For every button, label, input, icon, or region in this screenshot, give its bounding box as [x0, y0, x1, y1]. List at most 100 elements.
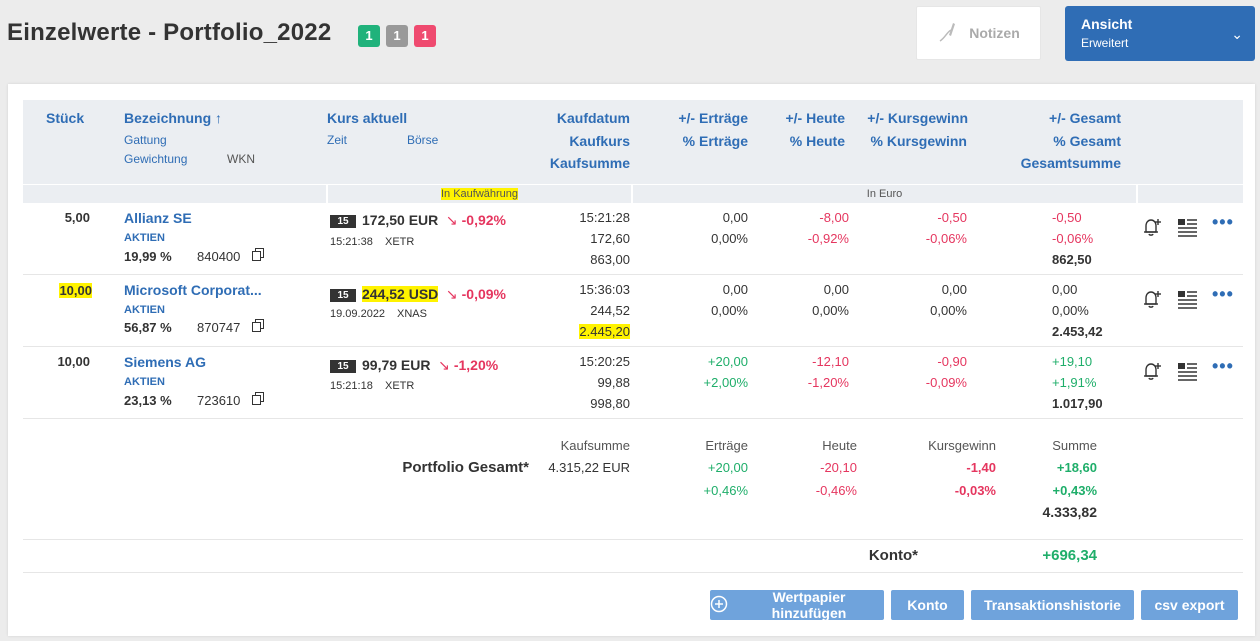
pen-icon	[937, 20, 961, 47]
col-wkn: WKN	[227, 152, 255, 166]
more-options-icon[interactable]: •••	[1212, 212, 1234, 232]
news-icon[interactable]	[1177, 218, 1198, 242]
summary-pct-kursgewinn: -0,03%	[954, 483, 996, 498]
arrow-down-right-icon: ↘	[445, 286, 458, 302]
row-pct-gesamt: -0,06%	[1052, 231, 1094, 246]
col-kaufdatum[interactable]: Kaufdatum	[556, 110, 630, 126]
chevron-down-icon: ⌄	[1231, 26, 1243, 42]
transaction-history-button[interactable]: Transaktionshistorie	[971, 590, 1134, 620]
news-icon[interactable]	[1177, 362, 1198, 386]
row-stueck: 10,00	[59, 283, 92, 298]
row-boerse: XETR	[385, 380, 415, 392]
plus-circle-icon	[710, 595, 728, 616]
row-gewichtung: 19,99 %	[124, 249, 172, 264]
summary-ertraege: +20,00	[707, 460, 748, 475]
row-ertraege: +20,00	[707, 354, 748, 369]
page-title: Einzelwerte - Portfolio_2022	[7, 19, 332, 46]
ansicht-label: Ansicht	[1081, 16, 1133, 32]
row-kursgewinn: -0,50	[937, 210, 967, 225]
copy-icon[interactable]	[252, 248, 265, 267]
row-zeit: 15:21:38	[330, 236, 373, 248]
news-icon[interactable]	[1177, 290, 1198, 314]
row-kurs-pct: -0,92%	[461, 212, 506, 228]
row-kurs: 244,52 USD	[362, 286, 439, 302]
ansicht-dropdown[interactable]: Ansicht Erweitert ⌄	[1065, 6, 1255, 61]
delay-badge: 15	[330, 215, 356, 229]
row-kaufkurs: 99,88	[597, 375, 630, 390]
bell-plus-icon[interactable]	[1141, 360, 1163, 387]
row-kaufsumme: 998,80	[590, 396, 630, 411]
add-security-button[interactable]: Wertpapier hinzufügen	[710, 589, 884, 621]
row-gesamt: 0,00	[1052, 282, 1078, 297]
row-kurs-pct: -1,20%	[453, 357, 499, 373]
col-kursgewinn[interactable]: +/- Kursgewinn	[867, 110, 968, 126]
summary-kursgewinn: -1,40	[966, 460, 996, 475]
row-kaufkurs: 172,60	[590, 231, 630, 246]
row-gesamt: -0,50	[1052, 210, 1082, 225]
ansicht-value: Erweitert	[1081, 36, 1129, 50]
col-kurs-aktuell[interactable]: Kurs aktuell	[327, 110, 408, 126]
badge-grey[interactable]: 1	[386, 25, 408, 47]
row-name-link[interactable]: Microsoft Corporat...	[124, 282, 262, 298]
row-gattung: AKTIEN	[124, 376, 165, 388]
row-divider	[23, 346, 1243, 347]
row-zeit: 19.09.2022	[330, 308, 386, 320]
copy-icon[interactable]	[252, 392, 265, 411]
row-pct-gesamt: 0,00%	[1052, 303, 1089, 318]
copy-icon[interactable]	[252, 319, 265, 338]
row-wkn: 870747	[197, 320, 241, 335]
col-stueck[interactable]: Stück	[46, 110, 85, 126]
csv-export-button[interactable]: csv export	[1141, 590, 1238, 620]
summary-heute-label: Heute	[822, 438, 857, 453]
subheader-blank-right	[1138, 185, 1243, 203]
bell-plus-icon[interactable]	[1141, 288, 1163, 315]
row-heute: -12,10	[812, 354, 849, 369]
more-options-icon[interactable]: •••	[1212, 356, 1234, 376]
col-gesamtsumme[interactable]: Gesamtsumme	[1020, 155, 1121, 171]
col-zeit[interactable]: Zeit	[327, 133, 348, 147]
col-gesamt[interactable]: +/- Gesamt	[1049, 110, 1121, 126]
badge-red[interactable]: 1	[414, 25, 436, 47]
row-kurs: 99,79 EUR	[362, 357, 431, 373]
row-kaufdatum: 15:20:25	[579, 354, 630, 369]
bell-plus-icon[interactable]	[1141, 216, 1163, 243]
col-pct-gesamt[interactable]: % Gesamt	[1053, 133, 1121, 149]
more-options-icon[interactable]: •••	[1212, 284, 1234, 304]
col-gewichtung[interactable]: Gewichtung	[124, 152, 188, 166]
col-gattung[interactable]: Gattung	[124, 133, 167, 147]
col-bezeichnung[interactable]: Bezeichnung ↑	[124, 110, 223, 126]
summary-kursgewinn-label: Kursgewinn	[928, 438, 996, 453]
row-kurs: 172,50 EUR	[362, 212, 439, 228]
col-heute[interactable]: +/- Heute	[785, 110, 845, 126]
row-stueck: 10,00	[57, 354, 90, 369]
col-ertraege[interactable]: +/- Erträge	[678, 110, 748, 126]
col-pct-kursgewinn[interactable]: % Kursgewinn	[870, 133, 967, 149]
col-boerse[interactable]: Börse	[407, 133, 439, 147]
row-pct-gesamt: +1,91%	[1052, 375, 1097, 390]
row-name-link[interactable]: Siemens AG	[124, 354, 206, 370]
summary-heute: -20,10	[820, 460, 857, 475]
summary-ertraege-label: Erträge	[705, 438, 748, 453]
col-pct-ertraege[interactable]: % Erträge	[682, 133, 748, 149]
col-pct-heute[interactable]: % Heute	[789, 133, 845, 149]
konto-label: Konto*	[868, 547, 918, 564]
notizen-button[interactable]: Notizen	[916, 6, 1041, 60]
delay-badge: 15	[330, 289, 356, 303]
row-pct-kursgewinn: 0,00%	[930, 303, 967, 318]
konto-button[interactable]: Konto	[891, 590, 964, 620]
col-kaufsumme[interactable]: Kaufsumme	[549, 155, 630, 171]
row-gewichtung: 23,13 %	[124, 393, 172, 408]
row-pct-ertraege: 0,00%	[711, 303, 748, 318]
row-name-link[interactable]: Allianz SE	[124, 210, 192, 226]
badge-green[interactable]: 1	[358, 25, 380, 47]
row-divider	[23, 418, 1243, 419]
row-heute: -8,00	[819, 210, 849, 225]
summary-kaufsumme-label: Kaufsumme	[560, 438, 630, 453]
table-header	[23, 100, 1243, 184]
col-kaufkurs[interactable]: Kaufkurs	[569, 133, 630, 149]
row-heute: 0,00	[823, 282, 849, 297]
row-ertraege: 0,00	[722, 210, 748, 225]
subheader-blank-left	[23, 185, 326, 203]
summary-divider	[23, 539, 1243, 540]
summary-pct-summe: +0,43%	[1052, 483, 1097, 498]
